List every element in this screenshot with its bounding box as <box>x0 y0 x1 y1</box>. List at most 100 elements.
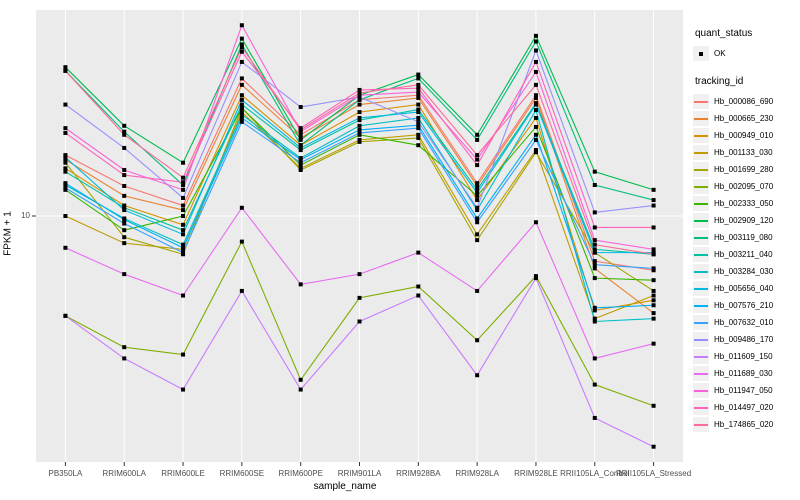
data-point-Hb_003119_080 <box>475 137 480 142</box>
data-point-Hb_003284_030 <box>475 208 480 213</box>
data-point-Hb_011609_150 <box>416 293 421 298</box>
data-point-Hb_000086_690 <box>533 93 538 98</box>
data-point-Hb_002095_070 <box>651 403 656 408</box>
legend-item: Hb_003119_080 <box>693 229 799 246</box>
data-point-Hb_002095_070 <box>357 295 362 300</box>
data-point-Hb_174865_020 <box>651 252 656 257</box>
data-point-Hb_009486_170 <box>63 102 68 107</box>
x-tick-label: RRIM928LE <box>514 469 558 478</box>
data-point-Hb_000949_010 <box>533 115 538 120</box>
data-point-Hb_001133_030 <box>63 214 68 218</box>
legend-item: Hb_002909_120 <box>693 212 799 229</box>
data-point-Hb_009486_170 <box>181 195 186 200</box>
data-point-Hb_000086_690 <box>181 203 186 208</box>
x-tick-label: RRII105LA_Control <box>560 469 630 478</box>
legend-item-label: Hb_002333_050 <box>714 199 774 208</box>
data-point-Hb_003211_040 <box>298 148 303 153</box>
data-point-Hb_011947_050 <box>357 93 362 98</box>
data-point-Hb_000086_690 <box>63 153 68 158</box>
data-point-Hb_001699_280 <box>122 235 127 240</box>
data-point-Hb_002095_070 <box>416 284 421 289</box>
legend-item: Hb_003211_040 <box>693 246 799 263</box>
legend-key-icon <box>693 281 709 296</box>
data-point-Hb_007632_010 <box>122 221 127 226</box>
data-point-Hb_011609_150 <box>298 387 303 392</box>
legend-item-label: Hb_007576_210 <box>714 301 774 310</box>
data-point-Hb_000665_230 <box>533 95 538 100</box>
legend-item: Hb_009486_170 <box>693 331 799 348</box>
data-point-Hb_003119_080 <box>357 97 362 102</box>
data-point-Hb_011609_150 <box>475 373 480 378</box>
data-point-Hb_002095_070 <box>298 377 303 382</box>
data-point-Hb_007576_210 <box>475 216 480 221</box>
legend-key-icon <box>693 298 709 313</box>
data-point-Hb_000949_010 <box>181 222 186 227</box>
legend-key-icon <box>693 332 709 347</box>
legend-item-label: Hb_003119_080 <box>714 233 773 242</box>
data-point-Hb_005656_040 <box>181 232 186 237</box>
legend-item-label: Hb_011689_030 <box>714 369 773 378</box>
data-point-Hb_007576_210 <box>533 132 538 137</box>
data-point-Hb_014497_020 <box>592 225 597 230</box>
legend-key-icon <box>693 315 709 330</box>
data-point-Hb_002333_050 <box>122 228 127 233</box>
data-point-Hb_009486_170 <box>122 145 127 150</box>
data-point-Hb_002333_050 <box>651 278 656 283</box>
data-point-Hb_002095_070 <box>533 274 538 279</box>
data-point-Hb_002909_120 <box>416 72 421 77</box>
data-point-Hb_009486_170 <box>533 48 538 53</box>
data-point-Hb_007576_210 <box>416 123 421 128</box>
data-point-Hb_005656_040 <box>592 250 597 255</box>
legend-item-label: Hb_000665_230 <box>714 114 774 123</box>
y-axis-title: FPKM + 1 <box>2 211 14 256</box>
data-point-Hb_003119_080 <box>592 183 597 188</box>
legend-item-ok: OK <box>693 45 799 62</box>
x-tick-label: RRIM928LA <box>455 469 499 478</box>
data-point-Hb_002333_050 <box>181 214 186 218</box>
data-point-Hb_007632_010 <box>592 262 597 267</box>
legend-item-label: Hb_174865_020 <box>714 420 774 429</box>
legend-item-label: Hb_009486_170 <box>714 335 774 344</box>
legend-item: Hb_011947_050 <box>693 382 799 399</box>
data-point-Hb_000086_690 <box>416 93 421 98</box>
data-point-Hb_001699_280 <box>651 288 656 293</box>
data-point-Hb_009486_170 <box>416 119 421 124</box>
data-point-Hb_003119_080 <box>298 143 303 148</box>
x-tick-label: RRIM600LA <box>102 469 146 478</box>
data-point-Hb_011689_030 <box>475 288 480 293</box>
data-point-Hb_009486_170 <box>475 205 480 210</box>
legend-key-icon <box>693 213 709 228</box>
data-point-Hb_000949_010 <box>122 203 127 208</box>
data-point-Hb_000665_230 <box>239 82 244 87</box>
legend-item-label: Hb_003211_040 <box>714 250 773 259</box>
data-point-Hb_007576_210 <box>298 157 303 162</box>
legend-item-label: Hb_001699_280 <box>714 165 774 174</box>
data-point-Hb_005656_040 <box>122 208 127 213</box>
data-point-Hb_005656_040 <box>239 97 244 102</box>
data-point-Hb_002333_050 <box>298 163 303 168</box>
data-point-Hb_001133_030 <box>533 148 538 153</box>
data-point-Hb_005656_040 <box>475 190 480 195</box>
legend-key-icon <box>693 128 709 143</box>
data-point-Hb_011609_150 <box>651 444 656 449</box>
data-point-Hb_002333_050 <box>239 106 244 111</box>
legend-item: Hb_001699_280 <box>693 161 799 178</box>
x-tick-label: RRIM600PE <box>278 469 322 478</box>
data-point-Hb_007632_010 <box>298 160 303 165</box>
data-point-Hb_000665_230 <box>63 157 68 162</box>
legend-item: Hb_007576_210 <box>693 297 799 314</box>
legend-item: Hb_011689_030 <box>693 365 799 382</box>
data-point-Hb_011947_050 <box>181 187 186 192</box>
data-point-Hb_000949_010 <box>416 102 421 107</box>
data-point-Hb_011609_150 <box>239 288 244 293</box>
ok-point-icon <box>693 46 709 61</box>
data-point-Hb_011609_150 <box>533 276 538 281</box>
x-tick-label: RRII105LA_Stressed <box>616 469 691 478</box>
data-point-Hb_007632_010 <box>239 119 244 124</box>
data-point-Hb_000949_010 <box>475 198 480 203</box>
data-point-Hb_002095_070 <box>475 338 480 343</box>
y-tick-label: 10 <box>21 211 30 220</box>
legend-key-icon <box>693 417 709 432</box>
data-point-Hb_001699_280 <box>416 135 421 140</box>
data-point-Hb_003211_040 <box>592 247 597 252</box>
